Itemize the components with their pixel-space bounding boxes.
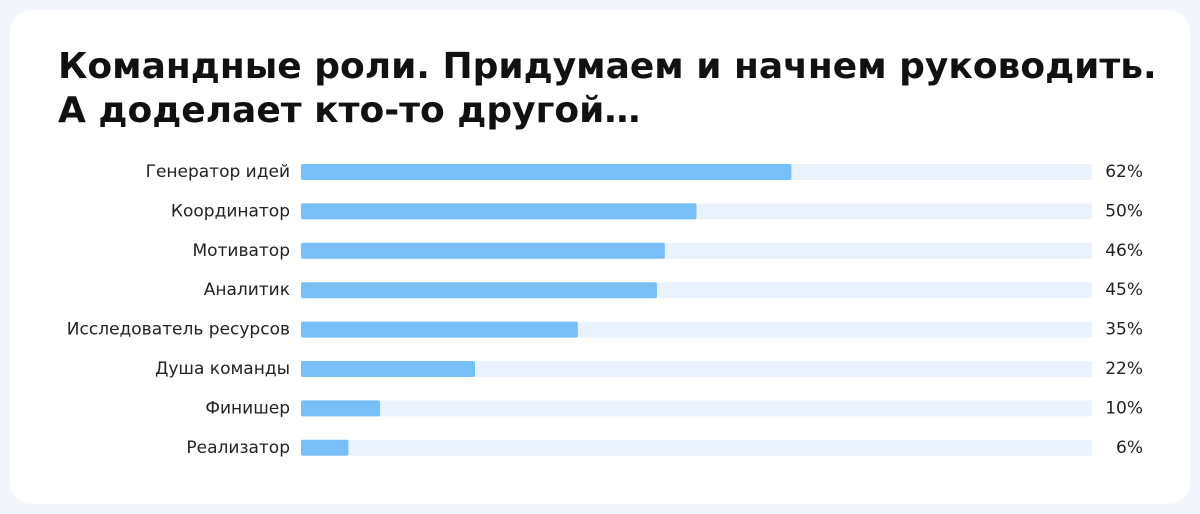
category-label: Координатор <box>171 201 290 221</box>
category-label: Аналитик <box>204 280 290 300</box>
category-label: Душа команды <box>155 359 290 379</box>
value-label: 35% <box>1105 320 1143 340</box>
value-label: 50% <box>1105 201 1143 221</box>
bar <box>301 439 349 456</box>
chart-title: Командные роли. Придумаем и начнем руков… <box>58 46 1157 87</box>
value-label: 45% <box>1105 280 1143 300</box>
bar <box>301 361 476 377</box>
category-label: Реализатор <box>186 438 290 458</box>
bar <box>301 282 657 299</box>
value-label: 46% <box>1105 241 1143 261</box>
category-label: Генератор идей <box>146 162 290 182</box>
bar-track <box>301 400 1092 417</box>
bar <box>301 242 665 259</box>
bar-track <box>301 361 1092 377</box>
value-label: 62% <box>1105 162 1143 182</box>
category-label: Мотиватор <box>192 241 290 261</box>
value-label: 10% <box>1105 398 1143 418</box>
bar <box>301 203 697 220</box>
bar <box>301 164 792 180</box>
value-label: 22% <box>1105 359 1143 379</box>
bar <box>301 400 381 417</box>
category-label: Финишер <box>205 398 290 418</box>
chart-title: А доделает кто-то другой… <box>58 90 640 131</box>
bar-track <box>301 439 1092 456</box>
bar <box>301 321 578 338</box>
category-label: Исследователь ресурсов <box>67 320 290 340</box>
value-label: 6% <box>1116 438 1143 458</box>
